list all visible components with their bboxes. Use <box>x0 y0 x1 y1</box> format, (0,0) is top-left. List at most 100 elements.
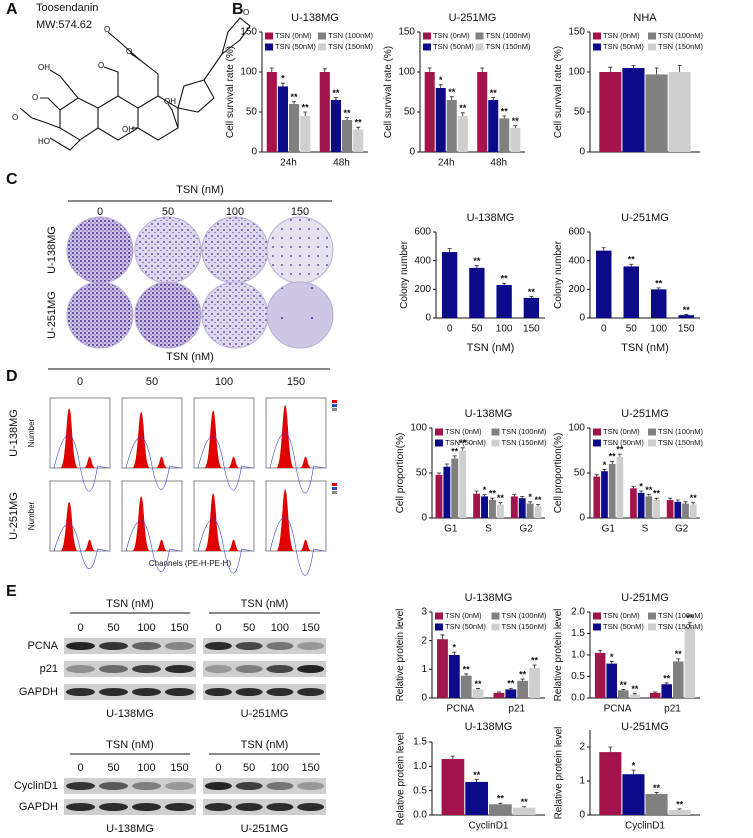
bar <box>499 118 510 152</box>
x-tick-label: 24h <box>438 158 455 169</box>
flow-plot-frame <box>193 397 255 469</box>
atom-label: O <box>98 61 104 70</box>
error-bar <box>683 501 688 504</box>
bar <box>489 804 512 815</box>
flow-y-label: Number <box>27 501 36 530</box>
chart-title: U-251MG <box>621 592 669 604</box>
x-tick-label: S <box>485 524 492 535</box>
bar <box>629 694 641 698</box>
bar <box>424 72 435 152</box>
y-tick-label: 1 <box>579 776 585 787</box>
error-bar <box>498 802 503 805</box>
legend-swatch <box>648 612 656 620</box>
significance-mark: ** <box>653 489 661 499</box>
error-bar <box>476 688 481 690</box>
y-tick-label: 50 <box>416 468 428 479</box>
y-axis-label: Cell survival rate (%) <box>224 45 236 139</box>
legend-label: TSN (0nM) <box>433 31 470 40</box>
legend-swatch <box>435 612 443 620</box>
legend-swatch <box>265 32 273 40</box>
blot-strip <box>203 661 326 677</box>
bar <box>353 129 364 152</box>
legend-label: TSN (0nM) <box>445 427 482 436</box>
y-axis-label: Cell survival rate (%) <box>552 45 564 139</box>
blot-band <box>65 803 96 811</box>
error-bar <box>608 66 613 72</box>
bar <box>682 503 689 518</box>
error-bar <box>639 490 644 493</box>
legend-label: TSN (150nM) <box>658 622 704 631</box>
y-tick-label: 0 <box>579 810 585 821</box>
significance-mark: ** <box>451 446 459 456</box>
error-bar <box>528 501 533 504</box>
legend-swatch <box>475 32 484 40</box>
significance-mark: ** <box>683 305 691 315</box>
y-axis-label: Relative protein level <box>552 608 564 702</box>
column-label: 100 <box>215 376 233 388</box>
blot-strip <box>203 638 326 654</box>
y-tick-label: 1.5 <box>413 737 427 748</box>
error-bar <box>654 792 659 794</box>
legend-swatch <box>648 43 656 51</box>
lane-label: 100 <box>271 762 289 774</box>
bar <box>505 689 517 698</box>
significance-mark: * <box>639 481 643 491</box>
g1-peak <box>276 405 295 468</box>
error-bar <box>668 497 673 500</box>
y-tick-label: 400 <box>414 255 431 266</box>
colony-plate <box>134 281 202 349</box>
legend-label: TSN (0nM) <box>275 31 312 40</box>
g2-peak <box>83 539 96 551</box>
bar <box>622 68 645 152</box>
blot-strip <box>64 661 196 677</box>
bar <box>594 652 606 698</box>
colony-plate <box>201 281 269 349</box>
chart-title: U-138MG <box>465 721 513 733</box>
protein-label: p21 <box>40 663 58 675</box>
error-bar <box>677 808 682 810</box>
error-bar <box>664 682 669 685</box>
significance-mark: ** <box>512 116 520 126</box>
legend-swatch <box>435 428 443 436</box>
error-bar <box>677 65 682 72</box>
significance-mark: * <box>610 652 614 662</box>
legend-label: TSN (50nM) <box>603 42 644 51</box>
g1-peak <box>60 502 79 551</box>
g1-peak <box>204 493 223 551</box>
row-label: U-251MG <box>8 492 20 540</box>
legend-swatch <box>318 43 326 51</box>
significance-mark: ** <box>291 92 299 102</box>
structure-skeleton <box>19 17 251 151</box>
blot-band <box>297 803 325 811</box>
blot-band <box>164 782 195 790</box>
legend-swatch <box>435 439 443 447</box>
protein-label: PCNA <box>27 640 58 652</box>
y-tick-label: 0 <box>579 147 585 158</box>
error-bar <box>617 453 622 457</box>
atom-label: OH <box>38 63 50 72</box>
significance-mark: ** <box>459 103 467 113</box>
g2-peak <box>299 456 312 468</box>
y-tick-label: 100 <box>410 423 427 434</box>
legend-label: TSN (50nM) <box>445 622 486 631</box>
y-tick-label: 0.0 <box>413 810 427 821</box>
error-bar <box>654 67 659 75</box>
molecular-weight: MW:574.62 <box>36 19 92 31</box>
legend-swatch <box>475 43 484 51</box>
significance-mark: ** <box>501 274 509 284</box>
error-bar <box>292 101 297 104</box>
error-bar <box>440 634 445 640</box>
blot-band <box>65 665 96 673</box>
error-bar <box>532 664 537 668</box>
fit-curve <box>125 436 181 490</box>
bar <box>481 496 488 518</box>
lane-label: 50 <box>243 762 255 774</box>
x-tick-label: G2 <box>675 524 689 535</box>
blot-band <box>131 782 162 790</box>
blot-header: TSN (nM) <box>241 739 289 751</box>
error-bar <box>474 265 479 268</box>
significance-mark: ** <box>344 108 352 118</box>
atom-label: HO <box>38 137 50 146</box>
fit-curve <box>125 520 181 572</box>
fit-curve <box>53 434 109 492</box>
